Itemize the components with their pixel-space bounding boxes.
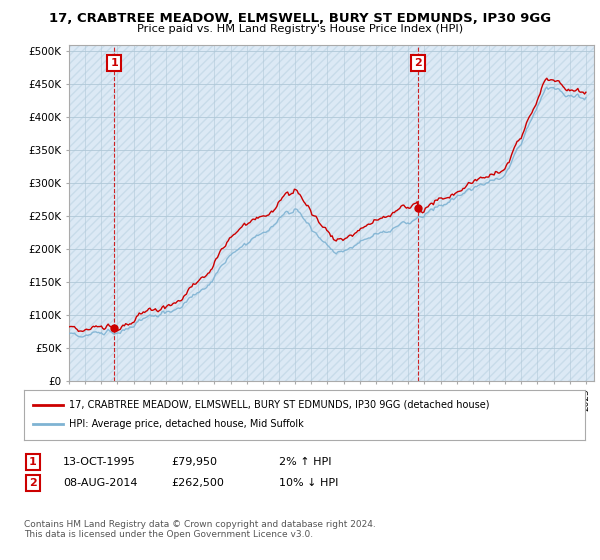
- Text: 13-OCT-1995: 13-OCT-1995: [63, 457, 136, 467]
- Text: 17, CRABTREE MEADOW, ELMSWELL, BURY ST EDMUNDS, IP30 9GG (detached house): 17, CRABTREE MEADOW, ELMSWELL, BURY ST E…: [69, 400, 490, 410]
- Text: £262,500: £262,500: [171, 478, 224, 488]
- Text: Contains HM Land Registry data © Crown copyright and database right 2024.
This d: Contains HM Land Registry data © Crown c…: [24, 520, 376, 539]
- Text: 2: 2: [414, 58, 422, 68]
- Text: 08-AUG-2014: 08-AUG-2014: [63, 478, 137, 488]
- Text: 1: 1: [29, 457, 37, 467]
- Text: 2% ↑ HPI: 2% ↑ HPI: [279, 457, 331, 467]
- Text: Price paid vs. HM Land Registry's House Price Index (HPI): Price paid vs. HM Land Registry's House …: [137, 24, 463, 34]
- Text: 1: 1: [110, 58, 118, 68]
- Text: 2: 2: [29, 478, 37, 488]
- Text: 10% ↓ HPI: 10% ↓ HPI: [279, 478, 338, 488]
- Text: 17, CRABTREE MEADOW, ELMSWELL, BURY ST EDMUNDS, IP30 9GG: 17, CRABTREE MEADOW, ELMSWELL, BURY ST E…: [49, 12, 551, 25]
- Text: HPI: Average price, detached house, Mid Suffolk: HPI: Average price, detached house, Mid …: [69, 419, 304, 429]
- Text: £79,950: £79,950: [171, 457, 217, 467]
